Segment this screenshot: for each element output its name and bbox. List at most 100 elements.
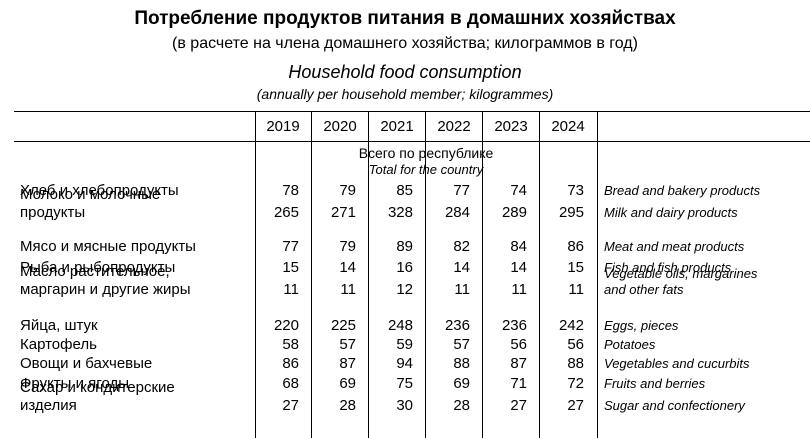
cell-value: 12 xyxy=(396,281,413,298)
row-label-ru: Мясо и мясные продукты xyxy=(20,238,196,255)
cell-value: 27 xyxy=(567,397,584,414)
page-title-en: Household food consumption xyxy=(288,62,522,82)
cell-value: 27 xyxy=(282,397,299,414)
column-divider xyxy=(482,111,483,438)
row-label-ru: Сахар и кондитерские xyxy=(20,379,175,396)
cell-value: 220 xyxy=(273,317,299,334)
cell-value: 86 xyxy=(282,355,299,372)
cell-value: 58 xyxy=(282,336,299,353)
row-label-en: Eggs, pieces xyxy=(604,318,679,333)
cell-value: 28 xyxy=(453,397,470,414)
section-heading: Всего по республике xyxy=(358,145,494,161)
row-label-ru: маргарин и другие жиры xyxy=(20,281,191,298)
cell-value: 87 xyxy=(510,355,527,372)
column-divider xyxy=(255,111,256,438)
page-title: Потребление продуктов питания в домашних… xyxy=(134,8,676,29)
row-label-en: Vegetable oils, margarines xyxy=(604,266,758,281)
year-header: 2019 xyxy=(266,118,300,135)
cell-value: 27 xyxy=(510,397,527,414)
year-header: 2022 xyxy=(437,118,471,135)
cell-value: 73 xyxy=(567,182,584,199)
cell-value: 88 xyxy=(567,355,584,372)
cell-value: 284 xyxy=(444,204,470,221)
row-label-ru: Хлеб и хлебопродукты xyxy=(20,182,179,199)
table-header-rule xyxy=(14,141,810,142)
row-label-ru: Масло растительное, xyxy=(20,263,170,280)
column-divider xyxy=(368,111,369,438)
row-label-en: Fish and fish products xyxy=(604,260,732,275)
cell-value: 242 xyxy=(558,317,584,334)
cell-value: 78 xyxy=(282,182,299,199)
cell-value: 74 xyxy=(510,182,527,199)
year-header: 2021 xyxy=(380,118,414,135)
cell-value: 94 xyxy=(396,355,413,372)
cell-value: 84 xyxy=(510,238,527,255)
row-label-ru: Овощи и бахчевые xyxy=(20,355,153,372)
row-label-ru: Картофель xyxy=(20,336,97,353)
cell-value: 14 xyxy=(453,259,470,276)
cell-value: 57 xyxy=(453,336,470,353)
row-label-en: Potatoes xyxy=(604,337,656,352)
row-label-en: Fruits and berries xyxy=(604,376,706,391)
cell-value: 59 xyxy=(396,336,413,353)
cell-value: 82 xyxy=(453,238,470,255)
cell-value: 16 xyxy=(396,259,413,276)
cell-value: 69 xyxy=(339,375,356,392)
cell-value: 236 xyxy=(444,317,470,334)
column-divider xyxy=(539,111,540,438)
section-heading-en: Total for the country xyxy=(368,162,484,177)
cell-value: 248 xyxy=(387,317,413,334)
cell-value: 72 xyxy=(567,375,584,392)
cell-value: 295 xyxy=(558,204,584,221)
table-top-rule xyxy=(14,111,810,112)
cell-value: 68 xyxy=(282,375,299,392)
cell-value: 77 xyxy=(453,182,470,199)
row-label-ru: Рыба и рыбопродукты xyxy=(20,259,176,276)
row-label-ru: Фрукты и ягоды xyxy=(20,375,129,392)
cell-value: 236 xyxy=(501,317,527,334)
cell-value: 11 xyxy=(283,281,299,298)
cell-value: 88 xyxy=(453,355,470,372)
page-subtitle-en: (annually per household member; kilogram… xyxy=(256,86,554,102)
row-label-ru: Молоко и молочные xyxy=(20,186,161,203)
cell-value: 11 xyxy=(454,281,470,298)
year-header: 2023 xyxy=(494,118,528,135)
cell-value: 85 xyxy=(396,182,413,199)
column-divider xyxy=(425,111,426,438)
cell-value: 28 xyxy=(339,397,356,414)
row-label-en: and other fats xyxy=(604,282,684,297)
cell-value: 225 xyxy=(330,317,356,334)
row-label-ru: Яйца, штук xyxy=(20,317,98,334)
cell-value: 69 xyxy=(453,375,470,392)
cell-value: 30 xyxy=(396,397,413,414)
row-label-en: Bread and bakery products xyxy=(604,183,761,198)
cell-value: 11 xyxy=(340,281,356,298)
row-label-en: Vegetables and cucurbits xyxy=(604,356,750,371)
cell-value: 15 xyxy=(282,259,299,276)
cell-value: 14 xyxy=(510,259,527,276)
cell-value: 77 xyxy=(282,238,299,255)
row-label-en: Milk and dairy products xyxy=(604,205,738,220)
cell-value: 289 xyxy=(501,204,527,221)
column-divider xyxy=(597,111,598,438)
year-header: 2024 xyxy=(551,118,585,135)
cell-value: 265 xyxy=(273,204,299,221)
cell-value: 79 xyxy=(339,238,356,255)
cell-value: 14 xyxy=(339,259,356,276)
column-divider xyxy=(311,111,312,438)
cell-value: 56 xyxy=(567,336,584,353)
cell-value: 15 xyxy=(567,259,584,276)
cell-value: 56 xyxy=(510,336,527,353)
cell-value: 75 xyxy=(396,375,413,392)
cell-value: 11 xyxy=(568,281,584,298)
row-label-ru: продукты xyxy=(20,204,86,221)
year-header: 2020 xyxy=(323,118,357,135)
row-label-ru: изделия xyxy=(20,397,77,414)
cell-value: 89 xyxy=(396,238,413,255)
cell-value: 328 xyxy=(387,204,413,221)
row-label-en: Sugar and confectionery xyxy=(604,398,745,413)
cell-value: 87 xyxy=(339,355,356,372)
cell-value: 79 xyxy=(339,182,356,199)
cell-value: 57 xyxy=(339,336,356,353)
cell-value: 11 xyxy=(511,281,527,298)
